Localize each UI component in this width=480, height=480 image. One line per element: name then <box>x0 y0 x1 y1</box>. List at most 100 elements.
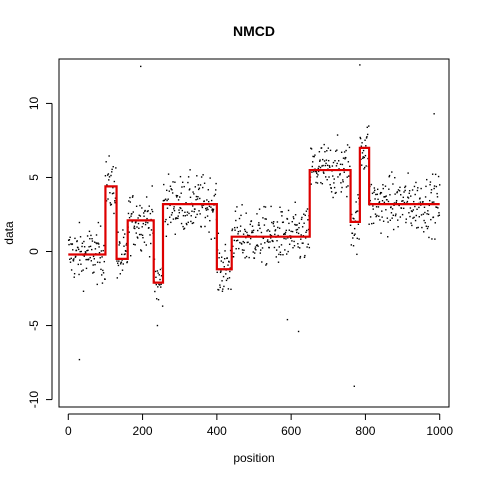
data-point <box>345 149 347 152</box>
data-point <box>101 282 104 284</box>
x-tick-label: 400 <box>207 424 227 438</box>
data-point <box>217 232 220 235</box>
data-point <box>111 171 113 173</box>
data-point <box>189 196 192 199</box>
data-point <box>175 217 177 219</box>
data-point <box>398 204 400 207</box>
data-point <box>151 210 154 213</box>
data-point <box>276 221 279 223</box>
outlier-point <box>433 113 435 115</box>
data-point <box>204 216 207 219</box>
data-point <box>232 256 235 258</box>
data-point <box>150 229 153 231</box>
data-point <box>397 226 399 228</box>
data-point <box>109 202 111 204</box>
data-point <box>434 173 437 176</box>
data-point <box>215 182 217 185</box>
data-point <box>322 158 324 161</box>
data-point <box>109 192 111 194</box>
data-point <box>219 271 222 274</box>
data-point <box>352 245 355 247</box>
data-point <box>212 209 214 212</box>
data-point <box>383 201 386 204</box>
data-point <box>264 218 266 220</box>
data-point <box>356 210 359 212</box>
data-point <box>407 196 409 198</box>
data-point <box>102 272 105 274</box>
data-point <box>319 166 322 169</box>
data-point <box>377 206 380 208</box>
data-point <box>388 174 391 177</box>
segment-mean-line <box>68 146 440 284</box>
data-point <box>173 208 175 210</box>
x-axis-label: position <box>233 451 274 465</box>
y-axis-label: data <box>2 221 16 245</box>
data-point <box>169 204 171 207</box>
data-point <box>195 195 198 198</box>
data-point <box>242 240 244 243</box>
data-point <box>192 222 195 224</box>
data-point <box>158 283 160 286</box>
data-point <box>379 193 381 195</box>
data-point <box>371 222 373 225</box>
data-point <box>219 286 221 289</box>
data-point <box>195 199 197 201</box>
data-point <box>131 212 133 215</box>
data-point <box>198 210 200 212</box>
data-point <box>79 236 82 238</box>
data-point <box>361 142 363 144</box>
data-point <box>426 213 428 215</box>
data-point <box>347 185 349 187</box>
data-point <box>298 222 301 224</box>
data-point <box>262 217 264 219</box>
data-point <box>306 208 309 210</box>
data-point <box>262 237 264 240</box>
data-point <box>210 238 212 240</box>
data-point <box>265 218 267 220</box>
outlier-point <box>359 64 361 66</box>
data-point <box>140 233 142 236</box>
data-point <box>186 223 188 226</box>
data-point <box>363 156 366 159</box>
data-point <box>313 170 315 173</box>
data-point <box>88 230 91 233</box>
data-point <box>213 195 215 197</box>
data-point <box>124 253 126 255</box>
data-point <box>407 197 410 199</box>
data-point <box>274 229 277 231</box>
data-point <box>140 249 142 251</box>
data-point <box>425 185 427 188</box>
data-point <box>397 189 400 191</box>
data-point <box>274 233 276 236</box>
data-point <box>273 225 275 227</box>
data-point <box>269 234 272 236</box>
data-point <box>257 229 259 232</box>
data-point <box>132 243 135 246</box>
data-point <box>114 197 117 199</box>
data-point <box>353 234 355 236</box>
data-point <box>369 216 372 218</box>
data-point <box>106 174 109 176</box>
data-point <box>128 216 131 219</box>
data-point <box>277 226 279 229</box>
data-point <box>89 237 91 240</box>
data-point <box>266 230 268 232</box>
data-point <box>210 206 212 208</box>
data-point <box>327 147 329 149</box>
data-point <box>281 221 284 224</box>
data-point <box>249 237 252 240</box>
data-point <box>211 209 213 211</box>
data-point <box>410 195 412 197</box>
data-point <box>330 191 333 193</box>
data-point <box>394 193 396 195</box>
data-point <box>184 211 186 214</box>
data-point <box>92 264 94 266</box>
data-point <box>272 221 275 223</box>
data-point <box>355 211 357 214</box>
data-point <box>420 214 423 216</box>
data-point <box>165 218 167 221</box>
data-point <box>72 249 74 251</box>
data-point <box>193 193 195 195</box>
data-point <box>170 221 172 224</box>
data-point <box>233 239 236 242</box>
